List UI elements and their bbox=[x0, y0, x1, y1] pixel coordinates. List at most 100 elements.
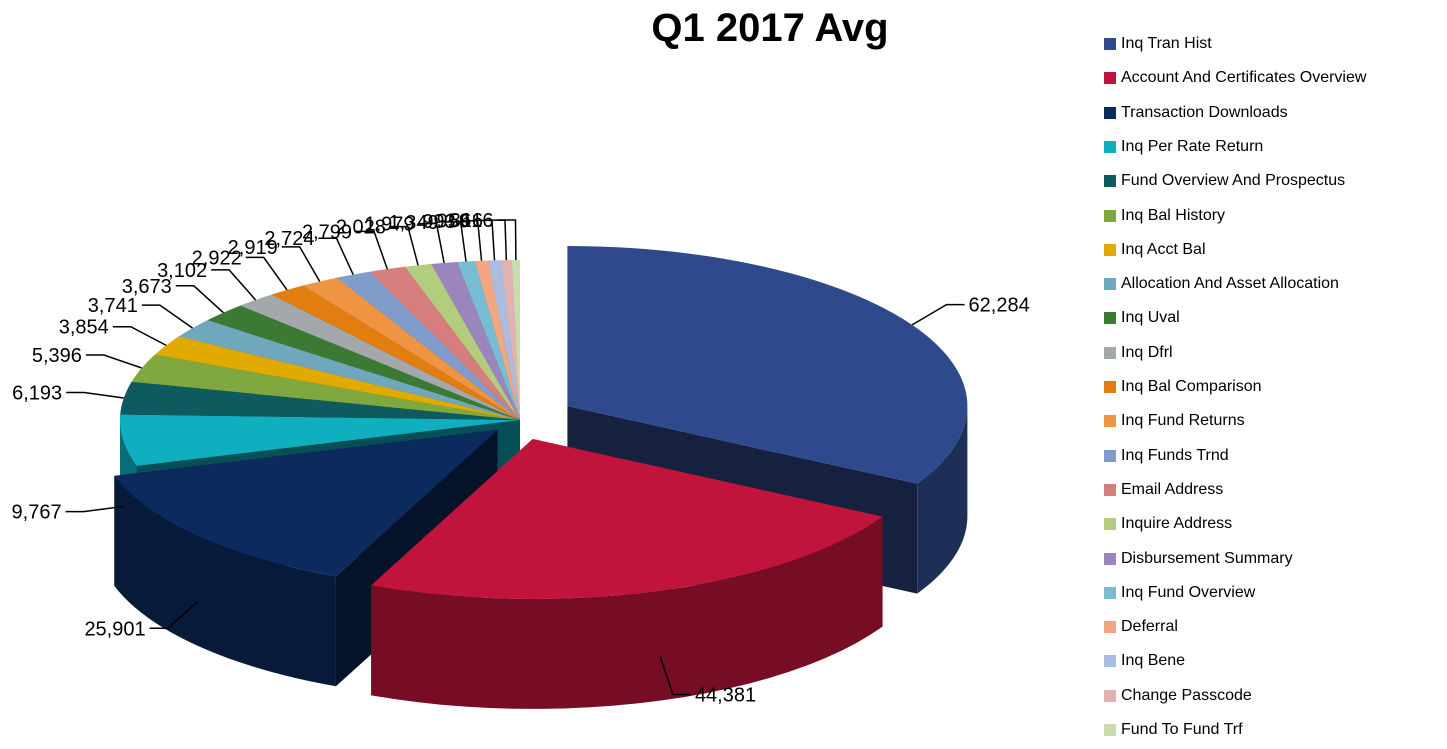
legend-label-18: Deferral bbox=[1121, 618, 1178, 636]
chart-title: Q1 2017 Avg bbox=[651, 6, 889, 50]
legend-label-9: Inq Uval bbox=[1121, 309, 1180, 327]
slice-16 bbox=[431, 261, 520, 420]
slice-side-1 bbox=[917, 406, 968, 594]
legend-item-18: Deferral bbox=[1104, 617, 1178, 637]
leader-line-6 bbox=[85, 354, 142, 369]
legend-label-19: Inq Bene bbox=[1121, 652, 1186, 670]
data-label-9: 3,673 bbox=[122, 276, 172, 298]
legend-item-14: Email Address bbox=[1104, 480, 1223, 500]
data-label-8: 3,741 bbox=[88, 295, 138, 317]
slice-9 bbox=[207, 305, 521, 420]
data-label-5: 6,193 bbox=[12, 383, 62, 405]
data-label-12: 2,919 bbox=[228, 237, 278, 259]
legend-label-4: Inq Per Rate Return bbox=[1121, 137, 1264, 155]
slice-8 bbox=[178, 320, 521, 420]
legend-item-3: Transaction Downloads bbox=[1104, 103, 1288, 123]
legend-swatch-12 bbox=[1104, 415, 1116, 428]
legend-label-1: Inq Tran Hist bbox=[1121, 35, 1212, 52]
slice-14 bbox=[369, 266, 520, 420]
slice-1 bbox=[567, 246, 968, 484]
legend-item-2: Account And Certificates Overview bbox=[1104, 68, 1366, 88]
legend-label-10: Inq Dfrl bbox=[1121, 343, 1173, 361]
slice-7 bbox=[154, 336, 520, 420]
data-label-16: 1,979 bbox=[364, 214, 414, 236]
data-label-11: 2,922 bbox=[192, 247, 242, 269]
legend-swatch-18 bbox=[1104, 621, 1116, 634]
slice-15 bbox=[405, 263, 520, 420]
leader-line-13 bbox=[318, 237, 354, 275]
legend-item-19: Inq Bene bbox=[1104, 651, 1185, 671]
slice-20 bbox=[500, 260, 520, 420]
legend-swatch-1 bbox=[1104, 38, 1116, 50]
leader-line-14 bbox=[356, 230, 389, 270]
leader-line-8 bbox=[141, 304, 194, 329]
slice-side-2 bbox=[371, 516, 883, 709]
leader-line-21 bbox=[497, 219, 517, 261]
data-label-2: 44,381 bbox=[695, 685, 756, 707]
legend-swatch-5 bbox=[1104, 175, 1116, 188]
slice-11 bbox=[271, 285, 520, 420]
legend-label-5: Fund Overview And Prospectus bbox=[1121, 172, 1346, 190]
leader-line-15 bbox=[389, 225, 419, 266]
leader-line-11 bbox=[245, 256, 288, 291]
legend-item-17: Inq Fund Overview bbox=[1104, 583, 1255, 603]
slice-6 bbox=[131, 354, 520, 420]
leader-line-2 bbox=[659, 656, 691, 696]
legend-label-20: Change Passcode bbox=[1121, 686, 1252, 704]
legend-item-20: Change Passcode bbox=[1104, 686, 1252, 706]
legend-swatch-6 bbox=[1104, 209, 1116, 222]
slice-18 bbox=[474, 260, 520, 420]
legend-item-13: Inq Funds Trnd bbox=[1104, 446, 1229, 466]
slice-2 bbox=[371, 438, 883, 599]
legend-label-16: Disbursement Summary bbox=[1121, 549, 1293, 567]
legend-item-9: Inq Uval bbox=[1104, 308, 1180, 328]
legend-swatch-20 bbox=[1104, 689, 1116, 702]
legend-swatch-17 bbox=[1104, 586, 1116, 599]
data-label-20: 816 bbox=[450, 210, 483, 232]
legend-item-21: Fund To Fund Trf bbox=[1104, 720, 1243, 740]
leader-line-3 bbox=[149, 601, 199, 630]
leader-line-9 bbox=[175, 285, 224, 314]
data-label-19: 959 bbox=[437, 210, 470, 232]
slice-3 bbox=[114, 429, 498, 577]
legend-item-11: Inq Bal Comparison bbox=[1104, 377, 1262, 397]
legend-swatch-13 bbox=[1104, 449, 1116, 462]
legend-swatch-8 bbox=[1104, 278, 1116, 291]
legend-swatch-3 bbox=[1104, 106, 1116, 119]
data-label-3: 25,901 bbox=[84, 618, 145, 640]
data-label-7: 3,854 bbox=[59, 317, 109, 339]
legend-label-11: Inq Bal Comparison bbox=[1121, 378, 1262, 395]
leader-line-12 bbox=[281, 246, 321, 282]
legend-swatch-10 bbox=[1104, 346, 1116, 359]
data-label-14: 2,799 bbox=[302, 221, 352, 243]
slice-19 bbox=[488, 260, 520, 420]
slice-12 bbox=[303, 277, 520, 420]
legend-label-17: Inq Fund Overview bbox=[1121, 583, 1256, 601]
leader-line-16 bbox=[418, 222, 445, 264]
legend-label-12: Inq Fund Returns bbox=[1121, 412, 1245, 430]
legend-label-7: Inq Acct Bal bbox=[1121, 240, 1206, 258]
legend-swatch-16 bbox=[1104, 552, 1116, 565]
leader-line-10 bbox=[211, 269, 257, 301]
legend-item-12: Inq Fund Returns bbox=[1104, 411, 1245, 431]
legend-item-16: Disbursement Summary bbox=[1104, 549, 1293, 569]
legend-item-4: Inq Per Rate Return bbox=[1104, 137, 1263, 157]
slice-17 bbox=[457, 261, 520, 420]
legend-label-3: Transaction Downloads bbox=[1121, 103, 1288, 121]
leader-line-1 bbox=[911, 303, 965, 326]
legend-item-7: Inq Acct Bal bbox=[1104, 240, 1206, 260]
leader-line-7 bbox=[112, 325, 167, 347]
legend-item-10: Inq Dfrl bbox=[1104, 343, 1173, 363]
legend-label-2: Account And Certificates Overview bbox=[1121, 69, 1367, 87]
leader-line-17 bbox=[442, 221, 467, 262]
slice-21 bbox=[511, 260, 520, 420]
legend-label-8: Allocation And Asset Allocation bbox=[1121, 275, 1339, 293]
legend-label-13: Inq Funds Trnd bbox=[1121, 446, 1229, 464]
legend-swatch-15 bbox=[1104, 518, 1116, 531]
legend-swatch-9 bbox=[1104, 312, 1116, 325]
legend-swatch-14 bbox=[1104, 483, 1116, 496]
slice-10 bbox=[240, 294, 521, 420]
data-label-4: 9,767 bbox=[12, 502, 62, 524]
